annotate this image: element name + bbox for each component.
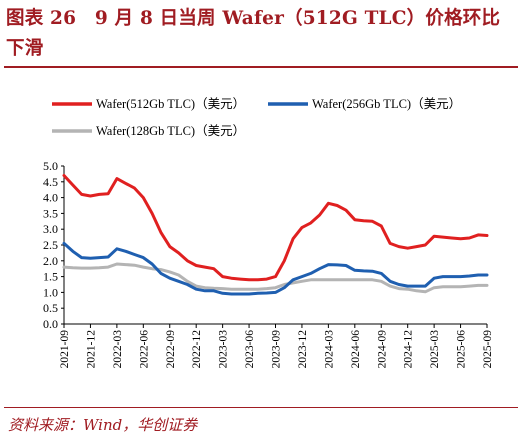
legend-label: Wafer(256Gb TLC)（美元） xyxy=(312,97,461,111)
x-tick-label: 2022-06 xyxy=(138,330,150,369)
x-tick-label: 2023-06 xyxy=(244,330,256,369)
y-tick-label: 3.5 xyxy=(43,206,58,220)
x-tick-label: 2024-03 xyxy=(323,330,335,369)
x-tick-label: 2022-03 xyxy=(112,330,124,369)
line-chart: Wafer(512Gb TLC)（美元） Wafer(256Gb TLC)（美元）… xyxy=(43,97,494,369)
y-tick-label: 2.5 xyxy=(43,238,58,252)
x-axis: 2021-09 2021-12 2022-03 2022-06 2022-09 2022-… xyxy=(59,323,494,369)
x-tick-label: 2023-03 xyxy=(218,330,230,369)
y-tick-label: 4.5 xyxy=(43,175,58,189)
x-tick-label: 2022-12 xyxy=(191,330,203,369)
y-tick-label: 1.0 xyxy=(43,285,58,299)
x-tick-label: 2025-03 xyxy=(429,330,441,369)
x-tick-label: 2025-09 xyxy=(482,330,494,369)
y-tick-label: 3.0 xyxy=(43,222,58,236)
legend-label: Wafer(512Gb TLC)（美元） xyxy=(96,97,245,111)
x-tick-label: 2025-06 xyxy=(456,330,468,369)
x-tick-label: 2024-12 xyxy=(403,330,415,369)
y-tick-label: 5.0 xyxy=(43,159,58,173)
x-tick-label: 2021-12 xyxy=(85,330,97,369)
x-tick-label: 2024-09 xyxy=(376,330,388,369)
x-tick-label: 2023-09 xyxy=(271,330,283,369)
y-tick-label: 0.0 xyxy=(43,317,58,331)
x-tick-label: 2022-09 xyxy=(165,330,177,369)
y-tick-label: 2.0 xyxy=(43,254,58,268)
source-divider xyxy=(4,407,518,408)
x-tick-label: 2023-12 xyxy=(297,330,309,369)
legend-label: Wafer(128Gb TLC)（美元） xyxy=(96,124,245,138)
x-tick-label: 2021-09 xyxy=(59,330,71,369)
y-tick-label: 0.5 xyxy=(43,301,58,315)
y-axis: 0.0 0.5 1.01.5 2.0 2.5 3.0 3.54.0 4.5 5.0 xyxy=(43,159,65,331)
title-divider xyxy=(4,66,518,68)
x-tick-label: 2024-06 xyxy=(350,330,362,369)
series-line xyxy=(62,174,489,282)
plot-lines xyxy=(62,174,489,296)
y-tick-label: 4.0 xyxy=(43,191,58,205)
source-note: 资料来源：Wind，华创证券 xyxy=(8,416,198,434)
figure-title: 图表 26 9 月 8 日当周 Wafer（512G TLC）价格环比下滑 xyxy=(6,8,501,59)
series-line xyxy=(62,262,489,294)
series-line xyxy=(62,241,489,296)
legend: Wafer(512Gb TLC)（美元） Wafer(256Gb TLC)（美元）… xyxy=(52,97,461,138)
y-tick-label: 1.5 xyxy=(43,270,58,284)
